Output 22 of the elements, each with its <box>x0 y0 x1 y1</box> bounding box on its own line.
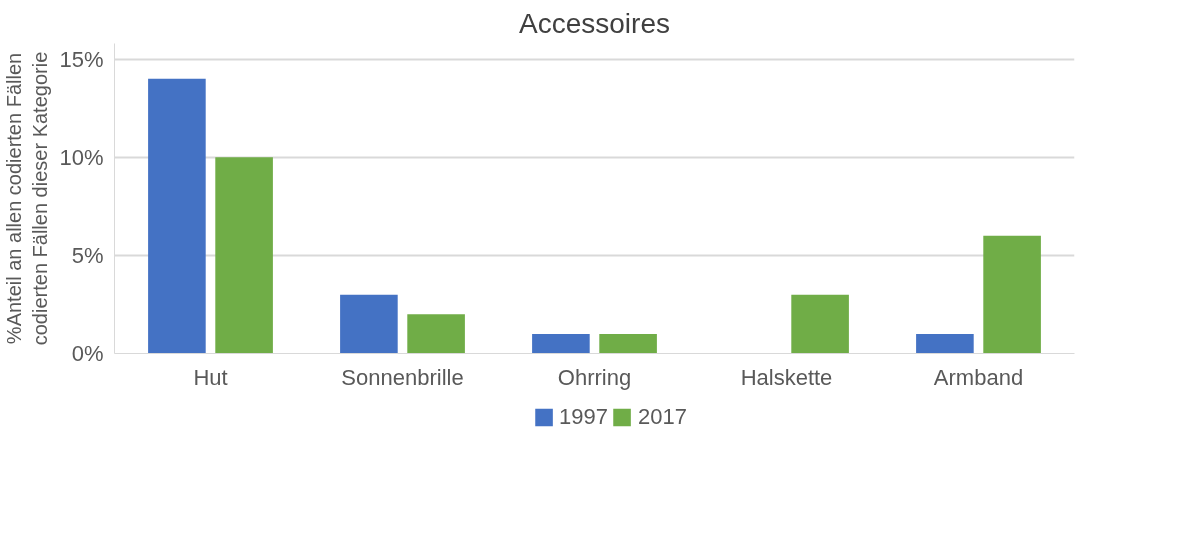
x-tick-label: Sonnenbrille <box>341 364 464 390</box>
x-tick-label: Hut <box>193 364 228 390</box>
bar <box>340 294 398 354</box>
bar <box>916 333 974 354</box>
bar <box>215 157 273 354</box>
y-tick-label: 0% <box>71 341 104 366</box>
bar <box>983 235 1041 354</box>
bar <box>148 78 206 354</box>
chart-title: Accessoires <box>519 7 670 39</box>
y-tick-label: 5% <box>71 242 104 268</box>
y-tick-label: 15% <box>59 46 104 72</box>
x-tick-label: Ohrring <box>557 364 632 390</box>
bar <box>532 333 590 354</box>
x-tick-label: Halskette <box>740 364 833 390</box>
y-axis-title: %Anteil an allen codierten Fällen codierten Fällen dieser Kategorie <box>3 51 52 346</box>
bar <box>791 294 849 354</box>
y-tick-label: 10% <box>59 144 104 170</box>
legend-label: 2017 <box>638 404 687 430</box>
x-tick-label: Armband <box>933 364 1024 390</box>
bar <box>407 314 465 354</box>
bar <box>599 333 657 354</box>
legend-label: 1997 <box>559 404 608 430</box>
